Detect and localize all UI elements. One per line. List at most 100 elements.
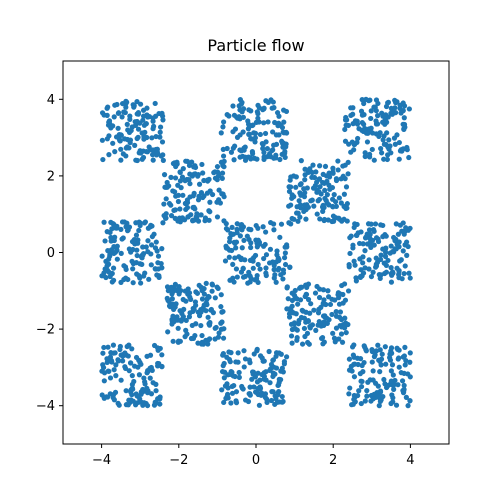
- scatter-point: [104, 263, 110, 269]
- scatter-point: [100, 156, 106, 163]
- scatter-point: [343, 205, 349, 211]
- scatter-point: [125, 353, 131, 359]
- scatter-point: [126, 129, 133, 136]
- scatter-point: [385, 257, 391, 264]
- scatter-point: [301, 325, 308, 332]
- scatter-point: [133, 232, 140, 238]
- scatter-point: [331, 192, 337, 198]
- scatter-point: [159, 352, 165, 358]
- scatter-point: [339, 282, 345, 289]
- scatter-point: [278, 221, 285, 227]
- scatter-point: [191, 204, 197, 210]
- scatter-point: [344, 201, 350, 207]
- scatter-point: [367, 235, 373, 241]
- scatter-point: [236, 369, 242, 376]
- scatter-point: [155, 347, 161, 353]
- scatter-point: [304, 330, 311, 336]
- scatter-point: [405, 243, 411, 250]
- scatter-point: [132, 122, 139, 128]
- scatter-point: [214, 163, 221, 170]
- scatter-point: [404, 239, 410, 245]
- scatter-point: [310, 162, 316, 168]
- scatter-point: [404, 147, 410, 153]
- scatter-point: [108, 234, 114, 241]
- scatter-point: [346, 391, 352, 397]
- scatter-point: [116, 136, 123, 142]
- scatter-point: [148, 262, 154, 268]
- scatter-point: [254, 346, 260, 352]
- scatter-point: [250, 258, 256, 264]
- scatter-point: [314, 211, 320, 217]
- scatter-point: [339, 218, 345, 224]
- scatter-point: [275, 123, 281, 129]
- scatter-point: [405, 403, 411, 409]
- scatter-point: [373, 118, 379, 124]
- scatter-point: [343, 122, 349, 128]
- scatter-point: [250, 371, 256, 377]
- data-points: [99, 96, 413, 409]
- scatter-point: [402, 263, 408, 269]
- x-tick-label: −4: [92, 453, 111, 468]
- scatter-point: [252, 135, 258, 141]
- scatter-point: [112, 249, 118, 255]
- scatter-point: [132, 241, 138, 247]
- scatter-point: [165, 329, 171, 335]
- scatter-point: [314, 179, 320, 185]
- scatter-point: [267, 380, 273, 386]
- scatter-point: [218, 320, 224, 326]
- scatter-point: [136, 372, 142, 378]
- scatter-point: [386, 137, 392, 143]
- scatter-point: [260, 142, 266, 148]
- scatter-point: [145, 249, 151, 255]
- scatter-point: [249, 376, 255, 382]
- scatter-point: [316, 196, 323, 203]
- scatter-point: [239, 109, 245, 115]
- scatter-point: [378, 362, 384, 368]
- scatter-point: [143, 148, 149, 155]
- scatter-point: [240, 265, 246, 271]
- scatter-point: [227, 371, 233, 377]
- scatter-point: [253, 119, 259, 125]
- scatter-point: [269, 105, 275, 111]
- scatter-point: [150, 157, 156, 163]
- scatter-point: [372, 221, 379, 227]
- scatter-point: [252, 139, 258, 145]
- scatter-point: [316, 294, 323, 301]
- scatter-point: [140, 386, 146, 393]
- scatter-point: [220, 308, 226, 315]
- y-axis: −4 −2 0 2 4: [36, 93, 63, 414]
- scatter-point: [99, 253, 105, 259]
- scatter-point: [396, 355, 402, 361]
- scatter-point: [381, 133, 387, 139]
- scatter-point: [375, 236, 381, 242]
- scatter-point: [239, 227, 245, 233]
- scatter-point: [341, 191, 347, 197]
- scatter-point: [345, 171, 351, 177]
- scatter-point: [233, 245, 239, 251]
- scatter-point: [150, 380, 156, 386]
- scatter-point: [196, 282, 202, 288]
- scatter-point: [115, 110, 121, 116]
- scatter-point: [160, 157, 166, 163]
- scatter-point: [324, 173, 330, 179]
- scatter-point: [123, 388, 129, 394]
- scatter-point: [309, 169, 315, 176]
- scatter-point: [151, 342, 158, 349]
- scatter-point: [223, 243, 229, 249]
- scatter-point: [302, 177, 308, 183]
- scatter-point: [368, 108, 374, 114]
- scatter-point: [123, 98, 129, 104]
- scatter-point: [370, 368, 376, 374]
- scatter-point: [324, 192, 330, 198]
- scatter-point: [309, 174, 315, 180]
- x-tick-label: 0: [252, 453, 260, 468]
- y-tick-label: 4: [47, 93, 55, 108]
- scatter-point: [350, 352, 356, 358]
- scatter-point: [200, 170, 206, 176]
- scatter-point: [381, 260, 387, 266]
- scatter-point: [245, 280, 251, 286]
- scatter-point: [282, 149, 288, 155]
- scatter-point: [220, 124, 226, 130]
- scatter-point: [221, 119, 227, 125]
- scatter-point: [270, 129, 276, 135]
